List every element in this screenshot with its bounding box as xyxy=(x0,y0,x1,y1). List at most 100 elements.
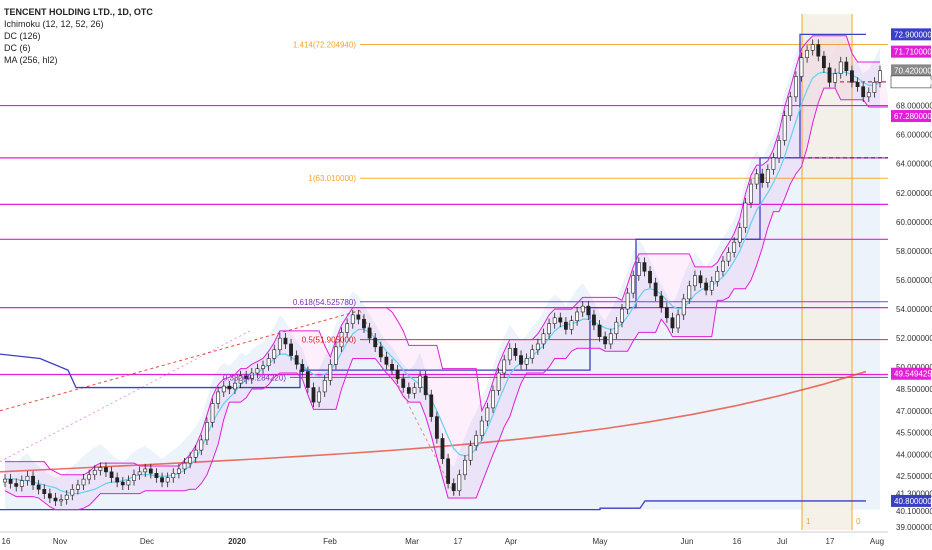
candle-body xyxy=(833,73,838,83)
candle-body xyxy=(709,281,714,291)
candle-body xyxy=(165,477,170,483)
candle-body xyxy=(491,390,495,409)
candle-body xyxy=(238,375,243,384)
x-tick-label: 17 xyxy=(826,537,835,546)
candle-body xyxy=(266,358,271,367)
candle-body xyxy=(687,285,692,300)
x-tick-label: Nov xyxy=(53,537,67,546)
y-tick-label: 47.000000 xyxy=(896,407,932,416)
fib-level-label: 1(63.010000) xyxy=(308,174,356,183)
candle-body xyxy=(373,337,378,348)
candle-body xyxy=(502,359,507,374)
price-badge xyxy=(891,45,931,58)
x-tick-label: Mar xyxy=(405,537,419,546)
price-axis: 39.000000 40.100000 41.300000 42.500000 44.0… xyxy=(888,0,932,550)
candle-body xyxy=(289,343,293,356)
candle-body xyxy=(743,202,748,228)
candle-body xyxy=(850,70,854,83)
candle-body xyxy=(429,394,434,417)
price-badge-label: 71.710000 xyxy=(894,48,932,57)
candle-body xyxy=(524,358,529,365)
x-tick-label: Jul xyxy=(777,537,787,546)
candle-body xyxy=(648,270,652,284)
candle-body xyxy=(384,356,389,365)
candle-body xyxy=(272,349,277,359)
candle-body xyxy=(636,262,641,276)
candle-body xyxy=(322,379,327,393)
candle-body xyxy=(126,480,131,486)
candle-body xyxy=(76,484,80,490)
indicator-dc-126: DC (126) xyxy=(4,31,41,41)
candle-body xyxy=(64,494,69,500)
candle-body xyxy=(378,346,383,358)
candle-body xyxy=(519,355,523,365)
fib-retrace-line xyxy=(359,310,456,496)
y-tick-label: 58.000000 xyxy=(896,247,932,256)
x-tick-label: 17 xyxy=(454,537,463,546)
chart-legend: TENCENT HOLDING LTD., 1D, OTC Ichimoku (… xyxy=(4,6,153,66)
candle-body xyxy=(838,61,843,74)
y-tick-label: 62.000000 xyxy=(896,189,932,198)
candle-body xyxy=(25,475,30,481)
candle-body xyxy=(19,480,24,487)
candle-body xyxy=(642,262,647,272)
candle-body xyxy=(36,484,41,490)
candle-body xyxy=(754,173,759,185)
candle-body xyxy=(334,346,338,365)
candle-body xyxy=(356,314,361,320)
candle-body xyxy=(412,387,417,394)
candle-body xyxy=(485,407,490,422)
candle-body xyxy=(535,343,540,351)
candle-body xyxy=(507,348,512,361)
candle-body xyxy=(104,467,108,473)
candle-body xyxy=(277,337,282,351)
y-tick-label: 56.000000 xyxy=(896,276,932,285)
candle-body xyxy=(614,321,619,335)
candle-body xyxy=(732,241,737,253)
candle-body xyxy=(586,305,591,316)
candle-body xyxy=(14,483,19,487)
candle-body xyxy=(154,473,159,478)
y-tick-label: 42.500000 xyxy=(896,472,932,481)
candle-body xyxy=(681,298,686,316)
indicator-dc-6: DC (6) xyxy=(4,43,31,53)
candle-body xyxy=(132,474,136,481)
candle-body xyxy=(406,387,411,394)
price-badge-label: 40.800000 xyxy=(894,497,932,506)
x-tick-label: Apr xyxy=(505,537,518,546)
candle-body xyxy=(8,478,13,484)
candle-body xyxy=(305,371,310,388)
price-axis-background xyxy=(888,0,932,550)
x-tick-label: 2020 xyxy=(228,537,246,546)
candle-body xyxy=(463,459,467,476)
candle-body xyxy=(765,169,770,183)
candle-body xyxy=(283,337,288,345)
candle-body xyxy=(625,292,630,310)
y-tick-label: 45.500000 xyxy=(896,429,932,438)
time-zone-label: 1 xyxy=(806,517,811,526)
candle-body xyxy=(171,473,176,478)
price-badge-label: 70.420000 xyxy=(894,66,932,75)
candle-body xyxy=(563,321,568,330)
candle-body xyxy=(70,489,75,496)
candle-body xyxy=(664,307,669,319)
candle-body xyxy=(653,282,658,297)
y-tick-label: 54.000000 xyxy=(896,305,932,314)
candle-body xyxy=(777,140,781,159)
candle-body xyxy=(182,462,187,470)
y-tick-label: 41.300000 xyxy=(896,490,932,499)
price-badge-label: 49.549425 xyxy=(894,370,932,379)
ma-256-line xyxy=(0,370,867,473)
y-tick-label: 68.000000 xyxy=(896,102,932,111)
candle-body xyxy=(670,317,675,329)
candle-body xyxy=(737,227,742,243)
candle-body xyxy=(575,311,580,321)
candle-body xyxy=(866,92,871,98)
indicator-ichimoku: Ichimoku (12, 12, 52, 26) xyxy=(4,19,104,29)
candle-body xyxy=(726,252,731,262)
candle-body xyxy=(317,391,322,403)
y-tick-label: 66.000000 xyxy=(896,131,932,140)
indicator-ma-256: MA (256, hl2) xyxy=(4,55,58,65)
price-badge xyxy=(891,28,931,41)
